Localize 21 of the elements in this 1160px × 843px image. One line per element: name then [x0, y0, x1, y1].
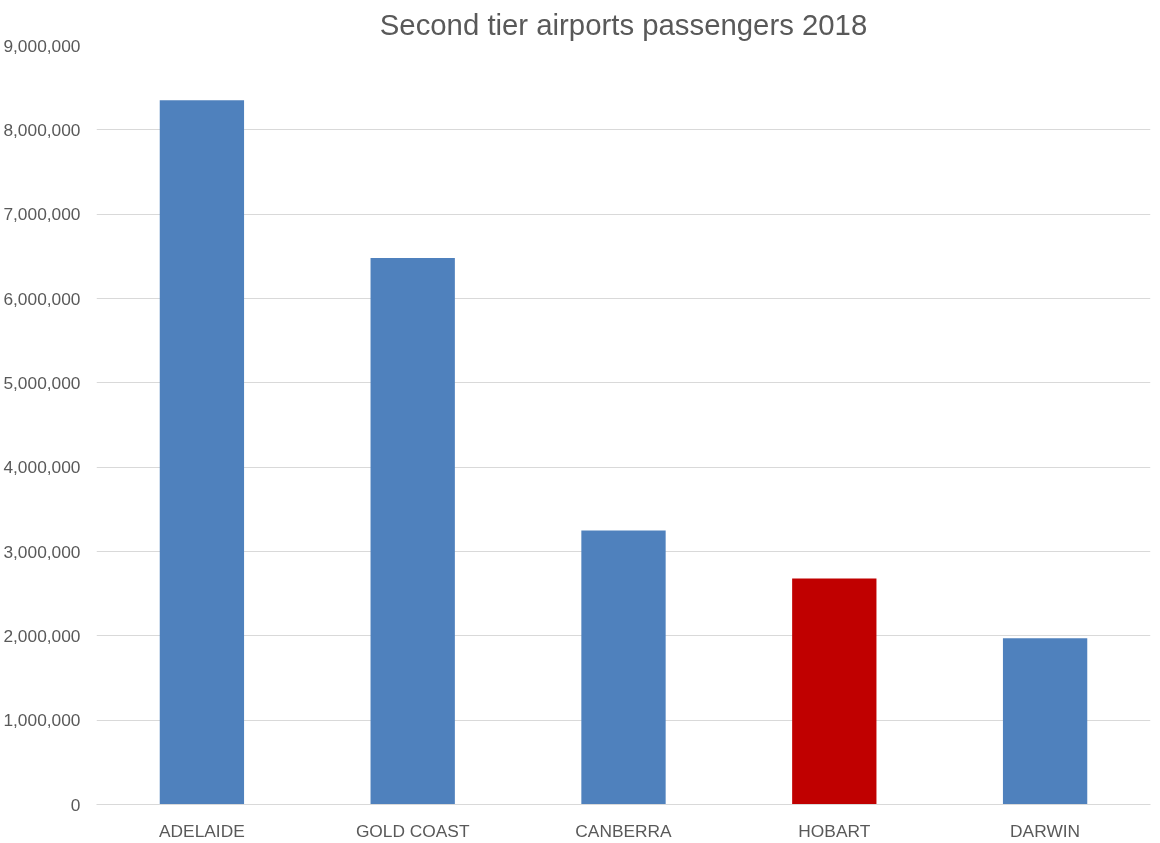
y-tick-label: 1,000,000 — [3, 710, 81, 731]
y-tick-label: 2,000,000 — [3, 625, 81, 646]
x-tick-label: DARWIN — [1010, 820, 1081, 841]
bar — [159, 100, 245, 805]
y-tick-label: 6,000,000 — [3, 288, 81, 309]
y-tick-label: 5,000,000 — [3, 372, 81, 393]
bar — [1002, 638, 1088, 805]
y-tick-label: 8,000,000 — [3, 119, 81, 140]
bar — [370, 258, 455, 805]
y-tick-label: 9,000,000 — [3, 35, 81, 56]
x-tick-label: HOBART — [798, 820, 871, 841]
x-tick-label: GOLD COAST — [355, 820, 470, 841]
x-tick-label: CANBERRA — [575, 820, 673, 841]
bar — [792, 578, 877, 805]
chart-title: Second tier airports passengers 2018 — [379, 7, 868, 41]
y-tick-label: 4,000,000 — [3, 457, 81, 478]
y-tick-label: 3,000,000 — [3, 541, 81, 562]
x-tick-label: ADELAIDE — [159, 820, 245, 841]
y-tick-label: 0 — [70, 794, 81, 815]
y-tick-label: 7,000,000 — [3, 204, 81, 225]
bar — [581, 530, 666, 805]
